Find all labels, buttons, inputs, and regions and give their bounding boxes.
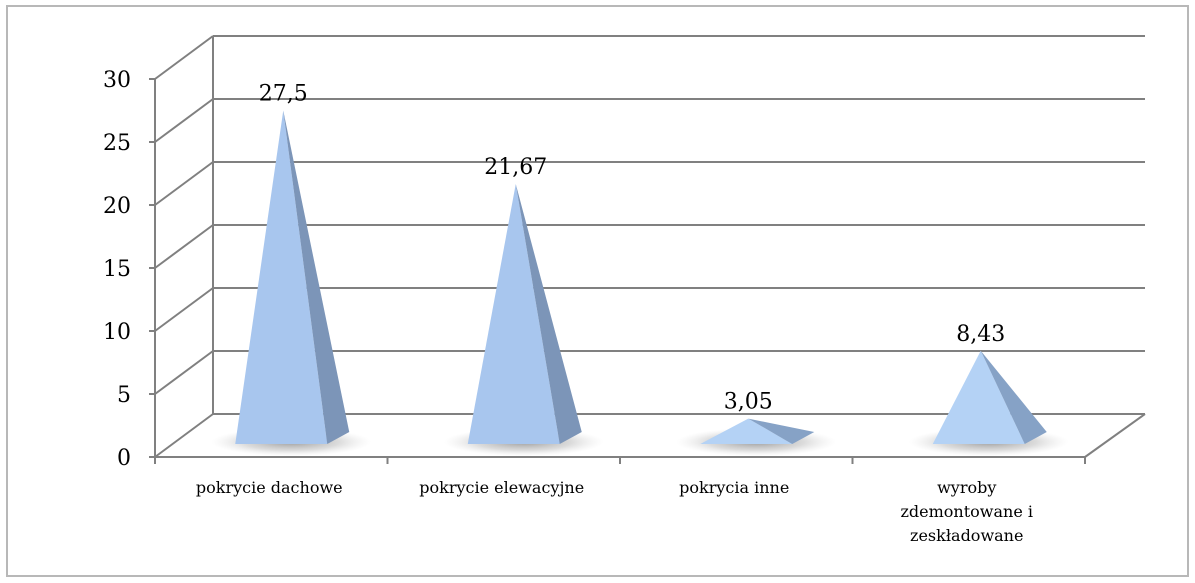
floor-edge bbox=[1084, 413, 1146, 458]
gridline-diagonal bbox=[154, 161, 214, 206]
bar-side-face bbox=[283, 110, 350, 444]
gridline-diagonal bbox=[154, 350, 214, 395]
bars bbox=[211, 110, 1069, 456]
y-tick-label: 30 bbox=[103, 68, 131, 93]
y-tick-label: 10 bbox=[103, 320, 131, 345]
category-label: wyroby zdemontowane i zeskładowane bbox=[900, 478, 1033, 545]
grid bbox=[154, 35, 1146, 458]
chart-border bbox=[6, 5, 1189, 577]
bar-front-face bbox=[235, 110, 328, 444]
data-label: 21,67 bbox=[484, 155, 547, 180]
gridline-diagonal bbox=[154, 413, 214, 458]
gridline-diagonal bbox=[154, 287, 214, 332]
bar-front-face bbox=[467, 183, 560, 444]
bar-side-face bbox=[515, 183, 582, 444]
category-label-line: zeskładowane bbox=[910, 526, 1023, 545]
y-tick-label: 15 bbox=[103, 257, 131, 282]
labels: 0 5 10 15 20 25 30 27,5 21,67 3,05 8,43 pokrycie da… bbox=[103, 68, 1033, 545]
category-label-line: wyroby bbox=[937, 478, 996, 497]
category-label: pokrycia inne bbox=[679, 478, 789, 497]
y-tick-label: 20 bbox=[103, 194, 131, 219]
category-label-line: zdemontowane i bbox=[900, 502, 1033, 521]
y-tick-label: 5 bbox=[117, 383, 131, 408]
data-label: 27,5 bbox=[259, 82, 308, 107]
gridline-diagonal bbox=[154, 35, 214, 80]
data-label: 8,43 bbox=[956, 322, 1005, 347]
gridline-diagonal bbox=[154, 98, 214, 143]
category-label-line: pokrycia inne bbox=[679, 478, 789, 497]
gridline-diagonal bbox=[154, 224, 214, 269]
data-label: 3,05 bbox=[724, 390, 773, 415]
bar-front-face bbox=[932, 350, 1025, 444]
bar-front-face bbox=[700, 418, 793, 444]
bar-side-face bbox=[748, 418, 815, 444]
axes bbox=[149, 78, 1086, 464]
y-tick-label: 25 bbox=[103, 131, 131, 156]
category-label-line: pokrycie elewacyjne bbox=[419, 478, 584, 497]
y-tick-label: 0 bbox=[117, 446, 131, 471]
category-label: pokrycie dachowe bbox=[196, 478, 343, 497]
category-label-line: pokrycie dachowe bbox=[196, 478, 343, 497]
bar-side-face bbox=[980, 350, 1047, 444]
category-label: pokrycie elewacyjne bbox=[419, 478, 584, 497]
